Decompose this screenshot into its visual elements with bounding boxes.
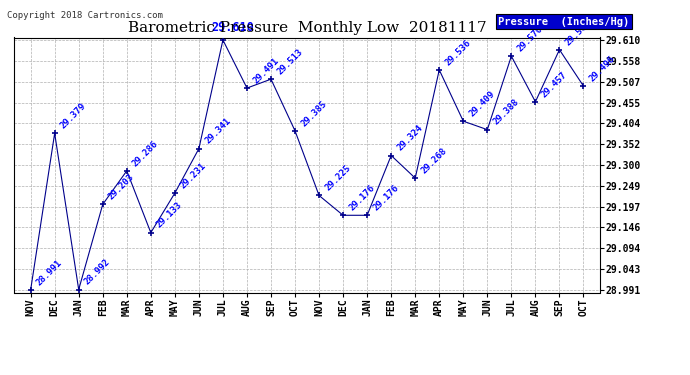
Text: 29.496: 29.496 xyxy=(588,54,617,83)
Title: Barometric Pressure  Monthly Low  20181117: Barometric Pressure Monthly Low 20181117 xyxy=(128,21,486,35)
Text: 29.203: 29.203 xyxy=(107,172,136,202)
Text: 29.341: 29.341 xyxy=(203,117,233,146)
Text: 29.513: 29.513 xyxy=(275,47,304,76)
Text: 28.992: 28.992 xyxy=(83,258,112,287)
Text: 29.176: 29.176 xyxy=(371,183,400,213)
Text: 29.491: 29.491 xyxy=(251,56,280,85)
Text: 29.379: 29.379 xyxy=(59,101,88,130)
Text: Copyright 2018 Cartronics.com: Copyright 2018 Cartronics.com xyxy=(7,11,163,20)
Text: 29.324: 29.324 xyxy=(395,124,424,153)
Text: 29.268: 29.268 xyxy=(420,146,448,176)
Text: 29.388: 29.388 xyxy=(491,98,521,127)
Text: 29.409: 29.409 xyxy=(467,89,497,118)
Text: 29.570: 29.570 xyxy=(515,24,544,53)
Text: 29.536: 29.536 xyxy=(444,38,473,67)
Text: 29.133: 29.133 xyxy=(155,201,184,230)
Text: 29.286: 29.286 xyxy=(131,139,160,168)
Text: 29.225: 29.225 xyxy=(323,164,353,193)
Text: 29.176: 29.176 xyxy=(347,183,377,213)
Text: Pressure  (Inches/Hg): Pressure (Inches/Hg) xyxy=(498,17,629,27)
Text: 29.457: 29.457 xyxy=(540,70,569,99)
Text: 29.231: 29.231 xyxy=(179,161,208,190)
Text: 29.586: 29.586 xyxy=(564,18,593,47)
Text: 29.610: 29.610 xyxy=(212,21,255,34)
Text: 29.385: 29.385 xyxy=(299,99,328,128)
Text: 28.991: 28.991 xyxy=(34,258,64,287)
